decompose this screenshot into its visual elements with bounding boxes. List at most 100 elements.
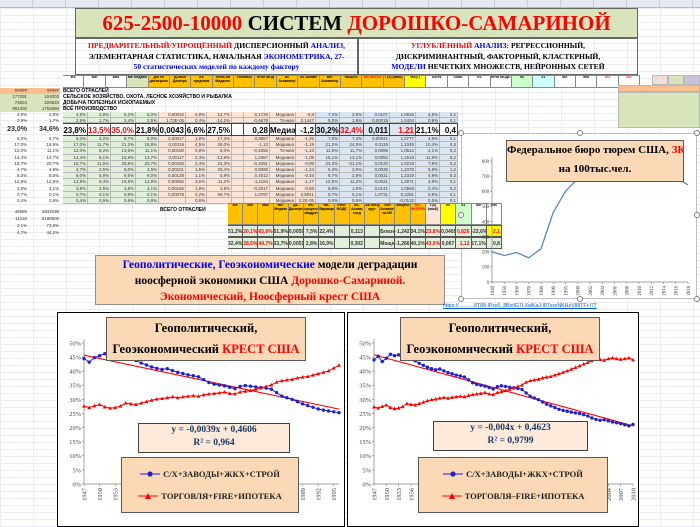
table1-cell: 4,9% [416,179,440,186]
table2-header-cell: МЕ-Медиан [273,203,289,225]
table1-cell: -0,65 [296,185,316,192]
table1-cell: 21,2% [316,142,340,149]
text-run: Геоэкономический [406,342,517,356]
table1-cell: 0,00180 [159,148,186,155]
table1-cell: 1,2971 [390,179,416,186]
legend-label-red: ТОРГОВЛЯ–FIRE+ИПОТЕКА [464,490,585,501]
table1-cell: 1,9% [186,185,207,192]
table1-cell: 11,2% [207,179,232,186]
cross-chart-1947-2010[interactable]: 0% 5% 10% 15% 20% 25% 30% 35% 40% 45% 50% 1947 1950 1… [347,312,639,527]
table1-cell: -0,3491 [244,160,270,167]
legend-entry-blue: С/Х+ЗАВОДЫ+ЖКХ+СТРОЙ [443,469,583,479]
table1-cell: 1,1% [186,173,207,180]
selection-handle-s[interactable] [577,296,583,302]
table1-cell: 0,1% [340,191,364,198]
table1-cell [232,191,244,198]
table1-header-cell: Вет Асимметр [319,75,341,88]
table1-cell: -1,1184 [244,179,270,186]
table1-header-cell: Error МОД [255,75,277,88]
table1-cell: 0,7% [316,191,340,198]
table1-cell: 21,8% [136,123,159,136]
table1-cell: -1,13 [244,142,270,149]
selection-handle-n[interactable] [577,130,583,136]
svg-text:1989: 1989 [300,488,307,501]
table1-cell: 0,1725 [244,112,270,118]
table2-header-cell: Min [486,203,502,225]
table2-cell: 23,8% [425,225,442,237]
table1-cell: 2,3% [186,154,207,161]
selection-handle-sw[interactable] [458,296,464,302]
table1-cell: 6,3% [316,167,340,174]
table2-cell: 17,1% [471,237,487,249]
table1-cell: 5,9% [88,173,111,180]
selection-handle-se[interactable] [694,296,700,302]
svg-text:10%: 10% [69,453,81,460]
left-percent-cell: 4,1% [48,185,59,191]
table1-cell: -13,9% [207,154,232,161]
stats-table2-left-values: 45555 2932238 11233 5186506 2,1% 73,9% 4,7% 44,… [0,209,60,253]
table1-cell: 0,2 [440,154,458,161]
text-run: ДОРОШКО-САМАРИНОЙ [347,11,611,35]
left-percent-cell: 4,7% [16,167,27,172]
selection-handle-nw[interactable] [458,130,464,136]
table1-cell: 0,00101 [159,167,186,174]
table1-cell: 12,9% [63,179,88,186]
table2-cell: 0,113 [349,225,365,237]
table1-cell: 0,0082 [364,154,390,161]
table1-cell: -21,1% [340,160,364,167]
table2-cell: -1,242 [395,225,411,237]
cross-chart-1947-1996[interactable]: 0% 5% 10% 15% 20% 25% 30% 35% 40% 45% 50% 1947 1950 1… [57,312,345,527]
text-run: МОДЕЛИ [391,62,428,71]
go-button[interactable]: GO [597,75,619,88]
table1-cell: 0,1447 [296,117,316,123]
table1-header-cell: МХ(Г) [405,75,427,88]
table1-cell: 1,73E-05 [159,117,186,123]
table-row: 5,0% 6,7% 5,0% 3,2% 8,7% 5,0% 0,00017 1,9% 17,3%… [0,136,458,143]
left-percent-cell: 17,0% [14,142,27,148]
selection-handle-ne[interactable] [694,130,700,136]
stats-table1-header-row: MX Min Max МЕ Медиан ДХГен дисперсия ДХВыб Ди… [63,75,641,88]
table1-cell: 0,00017 [159,136,186,143]
table1-cell [232,112,244,118]
table1-cell: Медиана [270,160,296,167]
svg-text:2000: 2000 [577,285,582,295]
svg-text:500: 500 [482,205,490,210]
table1-cell: Медиана [270,136,296,143]
table2-left-value: 2,1% [16,223,27,228]
table1-cell: 11,5% [316,148,340,155]
source-hyperlink[interactable]: https://………8T88-lPxx5_8BxtlG7l-XalKaJ-l8… [443,303,597,309]
table1-cell: 0,2 [440,148,458,155]
table1-cell: 0,00117 [159,154,186,161]
selection-handle-w[interactable] [458,212,464,218]
table2-header-cell: Г(Х) (якоб) [425,203,442,225]
table1-cell: 0,00150 [159,160,186,167]
table1-cell: 29,0% [207,142,232,149]
industry-value: 74924 [0,100,28,106]
table1-cell: 1,0777 [390,136,416,143]
analysis-box-simple-line2: ЭЛЕМЕНТАРНАЯ СТАТИСТИКА, НАЧАЛЬНАЯ ЭКОНО… [76,52,357,63]
left-percent-cell: 5,0% [16,136,27,141]
table2-header-cell: σХ-среднекв квадрат [304,203,320,225]
prison-chart[interactable]: 0 100 200 300 400 500 600 700 800 1940 1950 1960 197… [458,130,700,302]
table1-header-cell: Min [576,75,598,88]
table2-cell: 2,8% [304,237,320,249]
svg-text:50%: 50% [359,340,371,347]
svg-text:1950: 1950 [503,285,508,295]
cross-chart-left-title-line1: Геополитический, [107,318,305,339]
table1-cell [232,142,244,149]
stats-table2-grid: 51,2%20,1%65,6%51,9%0,005987,5%22,4% 0,11… [228,225,502,249]
legend-label-blue: С/Х+ЗАВОДЫ+ЖКХ+СТРОЙ [466,469,583,480]
table2-cell: 7,5% [304,225,320,237]
industry-label: ДОБЫЧА ПОЛЕЗНЫХ ИСКОПАЕМЫХ [63,100,156,106]
table2-cell: 51,2% [228,225,244,237]
series-marker-red-icon [441,492,462,499]
table1-header-cell: ХтипСов Модален [212,75,234,88]
selection-handle-e[interactable] [694,212,700,218]
table1-selected-row[interactable]: 23,0% 34,6% 23,8% 13,5% 35,0% 21,8% 0,0043 6,6%… [0,123,458,136]
table2-header-cell: k0 [441,203,457,225]
left-percent-cell: 1,7% [48,117,59,123]
table2-header-cell: MX [471,203,487,225]
table2-cell: 32,4% [228,237,244,249]
table1-cell: 11,9% [416,154,440,161]
table1-cell: 0,0021 [364,179,390,186]
